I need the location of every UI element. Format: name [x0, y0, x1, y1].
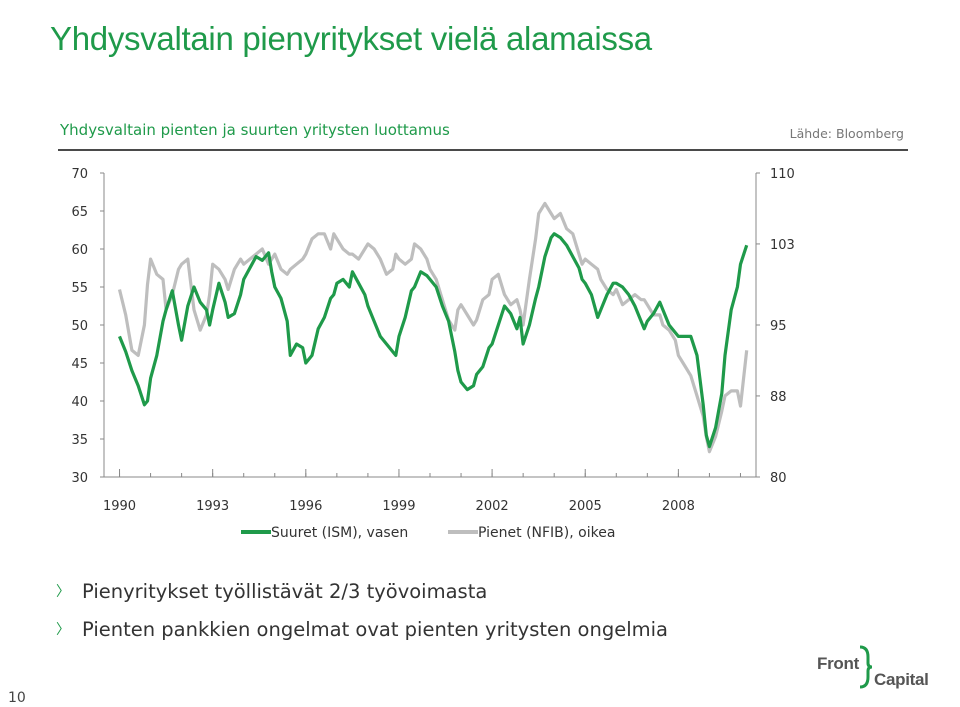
chart-title: Yhdysvaltain pienten ja suurten yrityste…: [60, 121, 450, 139]
bullet-item: 〉 Pienyritykset työllistävät 2/3 työvoim…: [56, 572, 668, 610]
x-tick-label: 2002: [476, 499, 509, 514]
bullet-chevron-icon: 〉: [56, 584, 70, 600]
x-tick-label: 1999: [382, 499, 415, 514]
y-left-tick-label: 60: [71, 243, 88, 258]
y-right-tick-label: 110: [770, 167, 795, 182]
y-right-tick-label: 80: [770, 471, 787, 486]
bullet-item: 〉 Pienten pankkien ongelmat ovat pienten…: [56, 610, 668, 648]
y-left-tick-label: 30: [71, 471, 88, 486]
series-line-nfib: [117, 201, 749, 454]
y-left-tick-label: 50: [71, 319, 88, 334]
x-tick-label: 1996: [289, 499, 322, 514]
x-tick-label: 2008: [662, 499, 695, 514]
title-divider: [58, 149, 908, 151]
chart-legend: Suuret (ISM), vasen Pienet (NFIB), oikea: [241, 525, 615, 541]
bullet-chevron-icon: 〉: [56, 622, 70, 638]
y-left-tick-label: 55: [71, 281, 88, 296]
bullet-text: Pienyritykset työllistävät 2/3 työvoimas…: [82, 579, 488, 603]
front-capital-logo: Front Capital: [817, 645, 932, 695]
x-tick-label: 1993: [196, 499, 229, 514]
logo-word-capital: Capital: [874, 670, 929, 689]
y-left-tick-label: 35: [71, 433, 88, 448]
y-right-tick-label: 103: [770, 238, 795, 253]
chart-series: [117, 201, 749, 454]
x-tick-label: 1990: [103, 499, 136, 514]
y-right-tick-label: 95: [770, 319, 787, 334]
page-number: 10: [8, 690, 26, 706]
bullet-text: Pienten pankkien ongelmat ovat pienten y…: [82, 617, 668, 641]
legend-label: Suuret (ISM), vasen: [271, 525, 408, 541]
slide-title: Yhdysvaltain pienyritykset vielä alamais…: [50, 20, 652, 57]
y-left-tick-label: 65: [71, 205, 88, 220]
y-left-tick-label: 45: [71, 357, 88, 372]
logo-bracket-icon: [859, 645, 873, 689]
chart-axes: 70 65 60 55 50 45 40 35 30 110 103 95 88 80 1990 1993 19…: [71, 167, 794, 514]
y-left-tick-label: 70: [71, 167, 88, 182]
bullet-list: 〉 Pienyritykset työllistävät 2/3 työvoim…: [56, 572, 668, 648]
y-right-tick-label: 88: [770, 390, 787, 405]
logo-word-front: Front: [817, 654, 859, 673]
x-tick-label: 2005: [569, 499, 602, 514]
legend-label: Pienet (NFIB), oikea: [478, 525, 615, 541]
chart-source: Lähde: Bloomberg: [789, 126, 904, 141]
y-left-tick-label: 40: [71, 395, 88, 410]
series-line-ism: [118, 232, 749, 449]
